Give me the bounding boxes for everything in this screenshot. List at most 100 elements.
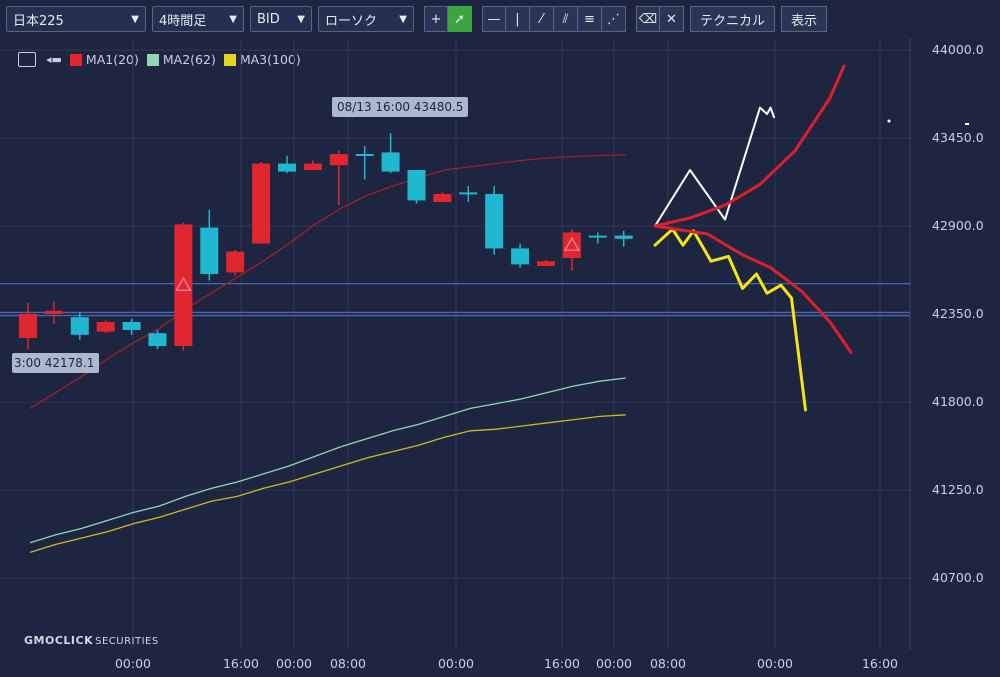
x-tick-label: 16:00 <box>862 656 898 671</box>
candle-body <box>407 170 426 201</box>
candle-body <box>148 333 167 346</box>
clear-all-icon[interactable]: ✕ <box>660 6 684 32</box>
y-tick-label: 40700.0 <box>932 570 984 585</box>
period-select[interactable]: 4時間足 ▼ <box>152 6 244 32</box>
candle <box>70 312 89 340</box>
candle-body <box>200 227 219 274</box>
drawing-yellow <box>653 227 807 412</box>
cursor-tools: + ➚ <box>424 6 472 32</box>
candle <box>226 250 245 276</box>
period-select-label: 4時間足 <box>159 13 207 29</box>
x-tick-label: 00:00 <box>276 656 312 671</box>
candles <box>19 133 633 362</box>
candle <box>174 222 193 351</box>
collapse-legend-icon[interactable]: ◂▬ <box>46 53 62 66</box>
candle <box>511 243 530 268</box>
candle <box>485 186 504 255</box>
candle <box>303 160 322 170</box>
low-price-tooltip: 3:00 42178.1 <box>12 353 100 373</box>
candle-body <box>614 235 633 239</box>
x-tick-label: 00:00 <box>596 656 632 671</box>
horizontal-line-icon[interactable]: — <box>482 6 506 32</box>
candle <box>19 302 37 350</box>
parallel-lines-icon[interactable]: ⫽ <box>554 6 578 32</box>
legend-item-ma2[interactable]: MA2(62) <box>146 52 216 67</box>
x-tick-label: 16:00 <box>544 656 580 671</box>
ma-line-2 <box>29 377 626 544</box>
y-tick-label: 41800.0 <box>932 394 984 409</box>
x-tick-label: 00:00 <box>757 656 793 671</box>
legend-item-ma3[interactable]: MA3(100) <box>223 52 301 67</box>
fibonacci-retracement-icon[interactable]: ≡ <box>578 6 602 32</box>
pointer-icon[interactable]: ➚ <box>448 6 472 32</box>
candle <box>44 301 63 324</box>
chevron-down-icon: ▼ <box>399 13 407 25</box>
candle <box>407 170 426 204</box>
candle <box>588 232 607 244</box>
moving-averages <box>29 154 626 554</box>
candle-body <box>70 317 89 335</box>
candle <box>381 133 400 174</box>
candle <box>122 318 141 335</box>
candle-body <box>588 235 607 238</box>
signal-triangle <box>175 276 192 291</box>
y-tick-label: 42350.0 <box>932 306 984 321</box>
legend-label-ma2: MA2(62) <box>162 52 216 67</box>
candle-body <box>44 310 63 314</box>
y-axis: 44000.0 43450.0 42900.0 42350.0 41800.0 41250… <box>932 42 984 585</box>
legend-label-ma1: MA1(20) <box>85 52 139 67</box>
technical-button[interactable]: テクニカル <box>690 6 776 32</box>
price-type-select-label: BID <box>257 11 280 27</box>
candle-body <box>96 322 115 332</box>
candle-body <box>537 261 555 266</box>
fibonacci-fan-icon[interactable]: ⋰ <box>602 6 626 32</box>
legend: ◂▬ MA1(20) MA2(62) MA3(100) <box>18 52 301 67</box>
chart-style-select[interactable]: ローソク ▼ <box>318 6 414 32</box>
horizontal-lines <box>0 283 910 317</box>
candle-body <box>433 194 452 202</box>
symbol-select-label: 日本225 <box>13 13 64 29</box>
chart-toolbar: 日本225 ▼ 4時間足 ▼ BID ▼ ローソク ▼ + ➚ — | ⁄ ⫽ ≡ ⋰ … <box>0 0 1000 38</box>
hand-drawings <box>653 64 969 412</box>
ma3-swatch <box>223 53 236 66</box>
ma-line-3 <box>29 414 626 554</box>
candle <box>148 330 167 350</box>
x-tick-label: 08:00 <box>330 656 366 671</box>
candle <box>459 186 478 202</box>
brand-sub: SECURITIES <box>95 636 159 647</box>
display-button[interactable]: 表示 <box>781 6 828 32</box>
x-tick-label: 08:00 <box>650 656 686 671</box>
y-tick-label: 44000.0 <box>932 42 984 57</box>
eraser-icon[interactable]: ⌫ <box>636 6 660 32</box>
candle <box>278 155 296 174</box>
y-tick-label: 42900.0 <box>932 218 984 233</box>
candle-body <box>19 314 37 338</box>
candle-body <box>355 154 374 156</box>
candle-body <box>278 163 296 172</box>
ma1-swatch <box>69 53 82 66</box>
candle-body <box>122 322 141 330</box>
candle-body <box>252 163 271 244</box>
y-tick-label: 43450.0 <box>932 130 984 145</box>
price-type-select[interactable]: BID ▼ <box>250 6 312 32</box>
candle <box>537 259 555 266</box>
trend-line-icon[interactable]: ⁄ <box>530 6 554 32</box>
brand-main: GMOCLICK <box>24 634 94 647</box>
crosshair-icon[interactable]: + <box>424 6 448 32</box>
candle-body <box>329 154 348 166</box>
candle-body <box>381 152 400 172</box>
x-tick-label: 00:00 <box>115 656 151 671</box>
y-tick-label: 41250.0 <box>932 482 984 497</box>
candle <box>252 162 271 244</box>
vertical-line-icon[interactable]: | <box>506 6 530 32</box>
candle-body <box>174 224 193 346</box>
candle-body <box>459 192 478 195</box>
ma-line-1 <box>29 154 626 409</box>
comment-icon[interactable] <box>18 52 36 67</box>
drawing-white <box>654 106 775 227</box>
brand-logo: GMOCLICK SECURITIES <box>24 634 159 647</box>
legend-item-ma1[interactable]: MA1(20) <box>69 52 139 67</box>
symbol-select[interactable]: 日本225 ▼ <box>6 6 146 32</box>
candle <box>433 192 452 202</box>
